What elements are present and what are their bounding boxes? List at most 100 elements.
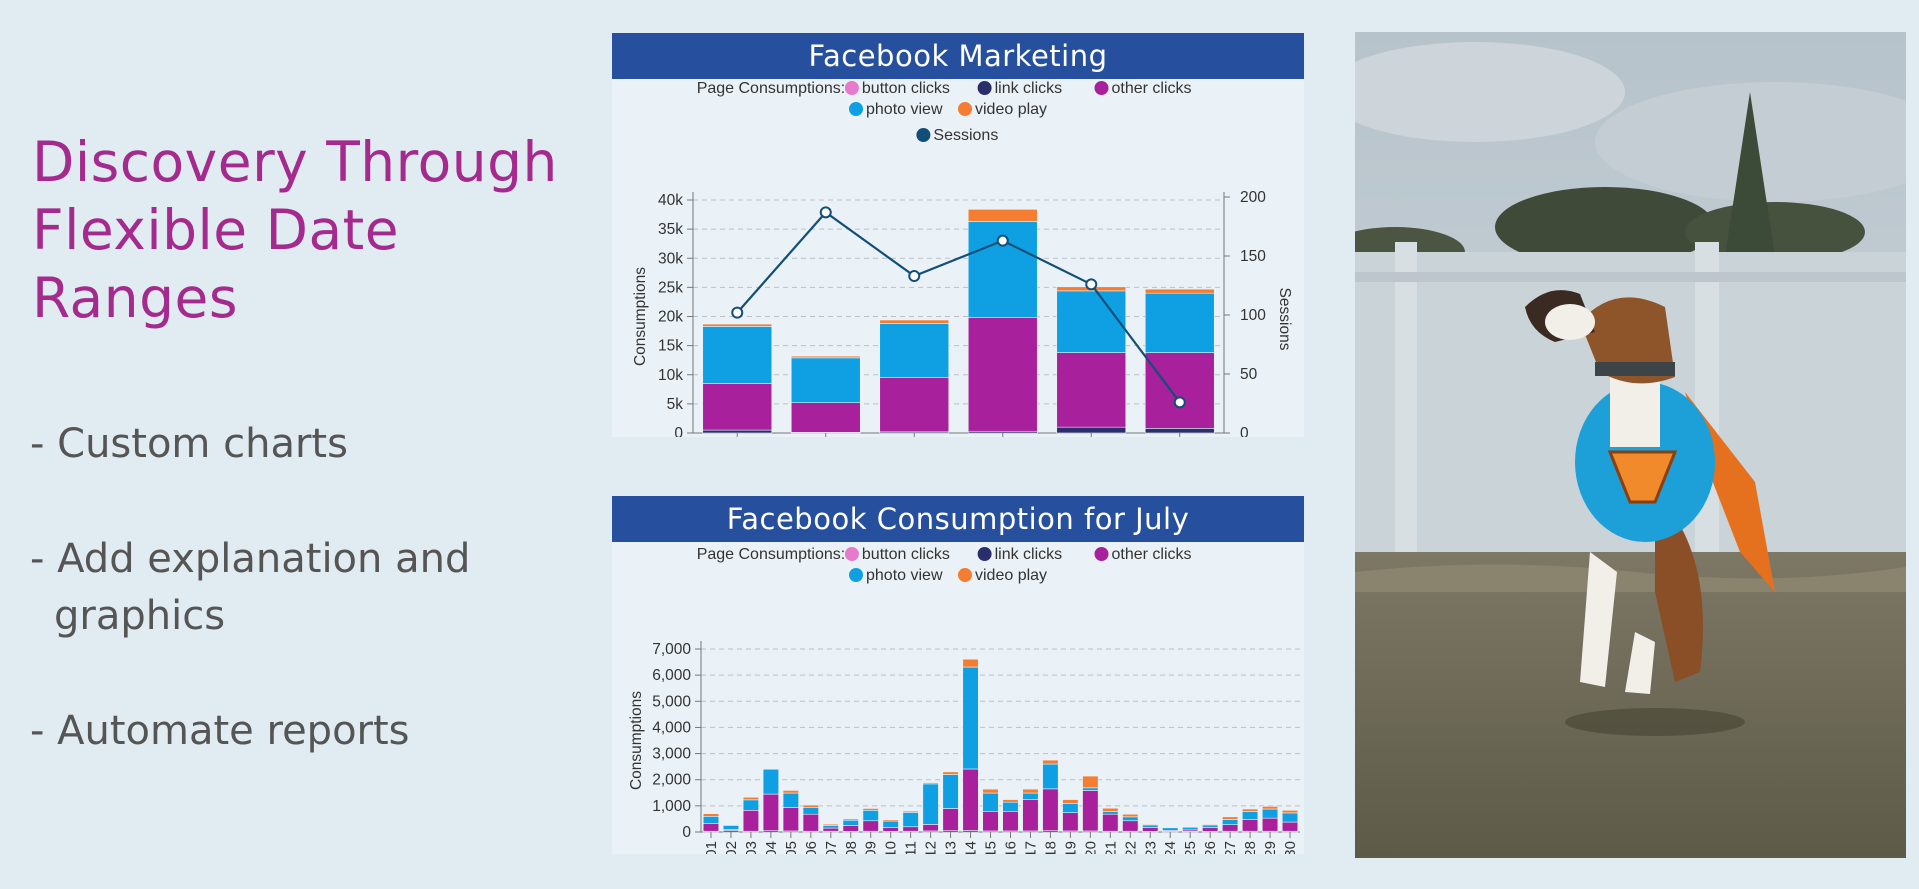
bar-segment-other-clicks <box>962 768 979 831</box>
bar-segment-other-clicks <box>702 823 720 832</box>
bar-segment-photo-view <box>1002 801 1019 812</box>
bar-segment-photo-view <box>822 825 839 829</box>
bullet-text-continued: graphics <box>54 593 226 639</box>
x-tick-label: Jul-11 <box>903 841 920 854</box>
bar-segment-photo-view <box>1222 819 1239 825</box>
bar-segment-video-play <box>1261 806 1279 810</box>
legend-swatch <box>916 128 931 142</box>
bar-segment-photo-view <box>1241 811 1259 820</box>
bar-segment-video-play <box>862 808 879 811</box>
bar-segment-video-play <box>782 790 799 794</box>
bar-segment-other-clicks <box>982 811 999 832</box>
bar-segment-other-clicks <box>1122 820 1139 832</box>
y-tick-label: 4,000 <box>652 719 691 736</box>
slide-title-line: Flexible Date <box>32 198 400 262</box>
sessions-point <box>908 270 921 283</box>
bar-segment-photo-view <box>1022 792 1039 800</box>
bar-segment-video-play <box>1062 799 1079 804</box>
bar-segment-other-clicks <box>922 824 939 832</box>
bar-segment-other-clicks <box>1082 790 1099 832</box>
x-tick-label: Jul-01 <box>703 841 720 854</box>
y-tick-label: 0 <box>674 425 683 437</box>
bar-segment-other-clicks <box>1002 811 1019 832</box>
bar-segment-photo-view <box>1261 808 1279 819</box>
bar-segment-other-clicks <box>1202 827 1219 832</box>
legend-title: Page Consumptions: <box>697 546 846 563</box>
x-tick-label: Jul-20 <box>1082 841 1099 854</box>
x-tick-label: Jul-25 <box>1182 841 1199 854</box>
bar-segment-video-play <box>962 658 979 668</box>
sessions-point <box>731 306 744 319</box>
x-tick-label: Jul-12 <box>923 841 940 854</box>
x-tick-label: Jul-06 <box>803 841 820 854</box>
bar-segment-video-play <box>982 788 999 794</box>
x-tick-label: Jul-09 <box>863 841 880 854</box>
bar-segment-link-clicks <box>702 429 773 434</box>
slide-title-line: Discovery Through <box>32 130 558 194</box>
bar-segment-photo-view <box>1182 826 1199 831</box>
y-tick-label: 3,000 <box>652 746 691 763</box>
bar-segment-other-clicks <box>1042 788 1059 831</box>
bar-segment-photo-view <box>762 768 779 795</box>
bar-segment-photo-view <box>782 792 799 808</box>
x-tick-label: Jul-21 <box>1102 841 1119 854</box>
x-tick-label: Jul-26 <box>1202 841 1219 854</box>
legend-label: video play <box>975 101 1047 118</box>
bar-segment-photo-view <box>1102 811 1119 815</box>
bullet-text: - Automate reports <box>30 708 410 754</box>
bar-segment-video-play <box>967 209 1038 222</box>
bar-segment-photo-view <box>1202 824 1219 828</box>
dog-in-superhero-costume-photo <box>1355 32 1906 858</box>
bar-segment-photo-view <box>882 820 899 828</box>
legend-swatch <box>849 102 863 116</box>
bar-segment-link-clicks <box>1144 428 1215 434</box>
bar-segment-video-play <box>1281 810 1299 814</box>
y2-tick-label: 0 <box>1240 425 1249 437</box>
bar-segment-other-clicks <box>942 808 959 831</box>
y-tick-label: 5k <box>667 396 684 413</box>
bar-segment-photo-view <box>1082 787 1099 791</box>
bar-segment-photo-view <box>1062 803 1079 813</box>
legend-swatch <box>844 547 859 561</box>
bar-segment-photo-view <box>702 816 720 824</box>
bar-segment-photo-view <box>742 799 760 811</box>
y-tick-label: 25k <box>658 279 683 296</box>
legend-label: link clicks <box>995 546 1063 563</box>
bar-segment-photo-view <box>702 326 773 384</box>
x-tick-label: Jul-13 <box>943 841 960 854</box>
y-axis-label: Consumptions <box>628 691 645 790</box>
bar-segment-photo-view <box>842 819 859 826</box>
slide-title-line: Ranges <box>32 266 238 330</box>
bar-segment-other-clicks <box>1261 817 1279 832</box>
x-tick-label: Jul-29 <box>1262 841 1279 854</box>
facebook-july-panel: Facebook Consumption for July Page Consu… <box>612 496 1304 854</box>
legend-label: Sessions <box>933 127 998 144</box>
y2-tick-label: 100 <box>1240 307 1266 324</box>
legend-label: video play <box>975 567 1047 584</box>
bar-segment-photo-view <box>1162 827 1179 831</box>
bullet-custom-charts: - Custom charts <box>30 416 570 473</box>
x-tick-label: Jul-14 <box>963 841 980 854</box>
bar-segment-other-clicks <box>879 377 950 433</box>
bar-segment-other-clicks <box>1144 352 1215 429</box>
legend-label: other clicks <box>1112 546 1192 563</box>
bar-segment-video-play <box>1222 816 1239 820</box>
bar-segment-photo-view <box>942 774 959 809</box>
legend-label: button clicks <box>862 80 950 97</box>
x-tick-label: Jul-07 <box>823 841 840 854</box>
bar-segment-other-clicks <box>1022 799 1039 832</box>
chart-title: Facebook Marketing <box>612 33 1304 79</box>
bar-segment-video-play <box>1122 813 1139 818</box>
bar-segment-other-clicks <box>1241 819 1259 832</box>
y-tick-label: 2,000 <box>652 772 691 789</box>
bar-segment-photo-view <box>1281 812 1299 823</box>
y-tick-label: 15k <box>658 338 683 355</box>
bar-segment-photo-view <box>862 810 879 822</box>
bar-segment-photo-view <box>982 792 999 812</box>
bar-segment-photo-view <box>1144 292 1215 353</box>
y-tick-label: 6,000 <box>652 667 691 684</box>
bar-segment-photo-view <box>1122 816 1139 822</box>
bullet-text: - Custom charts <box>30 421 348 467</box>
bar-segment-video-play <box>1102 807 1119 812</box>
x-tick-label: Jul-30 <box>1282 841 1299 854</box>
